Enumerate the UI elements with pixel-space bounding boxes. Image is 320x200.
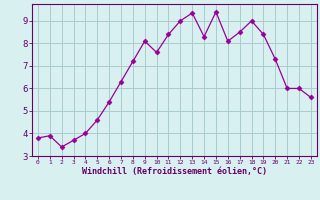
X-axis label: Windchill (Refroidissement éolien,°C): Windchill (Refroidissement éolien,°C) [82, 167, 267, 176]
